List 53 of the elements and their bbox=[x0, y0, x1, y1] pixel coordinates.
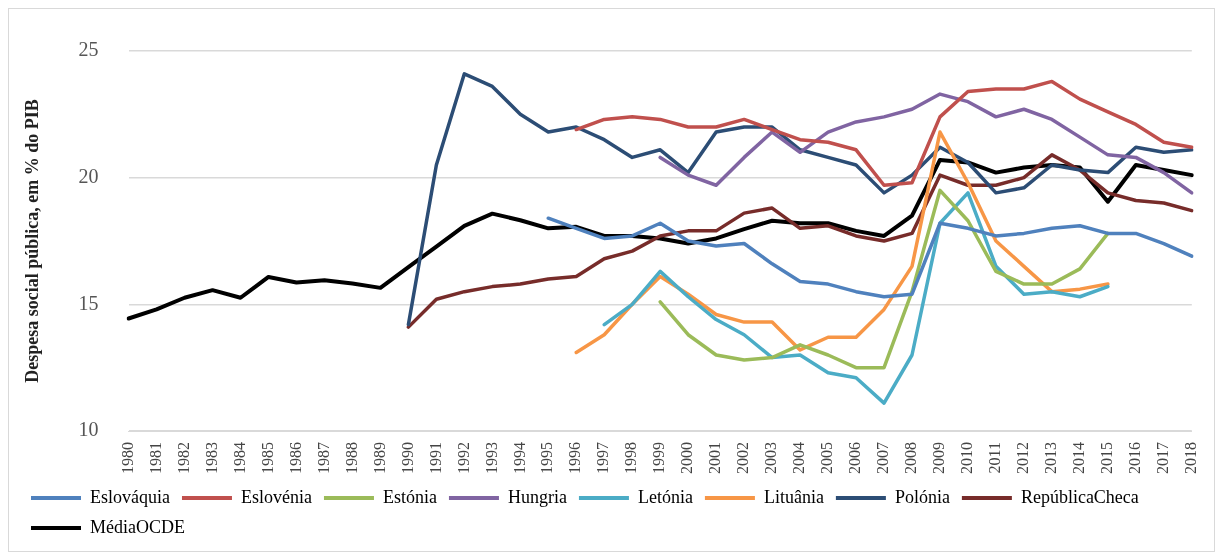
x-tick-label: 2003 bbox=[762, 442, 780, 474]
x-tick-label: 1983 bbox=[202, 442, 220, 474]
legend-label: RepúblicaCheca bbox=[1020, 486, 1139, 507]
x-tick-label: 1994 bbox=[510, 442, 528, 474]
x-tick-label: 1984 bbox=[230, 442, 248, 474]
x-tick-label: 1997 bbox=[594, 442, 612, 474]
x-tick-label: 2006 bbox=[846, 442, 864, 474]
x-tick-label: 2004 bbox=[790, 442, 808, 474]
y-tick-label: 20 bbox=[78, 164, 99, 187]
x-tick-label: 1990 bbox=[398, 442, 416, 474]
legend-label: Polónia bbox=[894, 486, 950, 507]
x-tick-label: 2009 bbox=[930, 442, 948, 474]
x-tick-label: 2001 bbox=[706, 442, 724, 474]
x-tick-label: 1992 bbox=[454, 442, 472, 474]
y-tick-label: 25 bbox=[78, 38, 99, 61]
x-tick-label: 2008 bbox=[902, 442, 920, 474]
x-tick-label: 1998 bbox=[622, 442, 640, 474]
x-tick-label: 1991 bbox=[426, 442, 444, 474]
x-tick-label: 1993 bbox=[482, 442, 500, 474]
y-tick-label: 10 bbox=[78, 418, 99, 441]
x-tick-label: 2011 bbox=[986, 442, 1004, 474]
x-tick-label: 2002 bbox=[734, 442, 752, 474]
legend-label: Eslováquia bbox=[90, 486, 170, 507]
x-tick-label: 1987 bbox=[314, 442, 332, 474]
x-tick-label: 1999 bbox=[650, 442, 668, 474]
x-tick-label: 2012 bbox=[1014, 442, 1032, 474]
x-tick-label: 2018 bbox=[1182, 442, 1199, 474]
x-tick-label: 2007 bbox=[874, 442, 892, 474]
legend-label: Hungria bbox=[507, 486, 567, 507]
y-axis-title: Despesa social pública, em % do PIB bbox=[22, 99, 43, 383]
x-tick-label: 2016 bbox=[1126, 442, 1144, 474]
legend-label: Estónia bbox=[382, 486, 437, 507]
x-tick-label: 1982 bbox=[174, 442, 192, 474]
x-tick-label: 1985 bbox=[258, 442, 276, 474]
legend-label: Letónia bbox=[637, 486, 693, 507]
x-tick-label: 1981 bbox=[146, 442, 164, 474]
x-tick-label: 2014 bbox=[1070, 442, 1088, 474]
x-tick-label: 1986 bbox=[286, 442, 304, 474]
x-tick-label: 2013 bbox=[1042, 442, 1060, 474]
x-tick-label: 2015 bbox=[1098, 442, 1116, 474]
x-tick-label: 1980 bbox=[118, 442, 136, 474]
x-tick-label: 2010 bbox=[958, 442, 976, 474]
x-tick-label: 2005 bbox=[818, 442, 836, 474]
x-tick-label: 1996 bbox=[566, 442, 584, 474]
x-tick-label: 1995 bbox=[538, 442, 556, 474]
x-tick-label: 1988 bbox=[342, 442, 360, 474]
legend-label: Lituânia bbox=[763, 486, 824, 507]
x-tick-label: 1989 bbox=[370, 442, 388, 474]
legend-label: Eslovénia bbox=[240, 486, 312, 507]
legend-label: MédiaOCDE bbox=[90, 516, 185, 537]
x-tick-label: 2017 bbox=[1154, 442, 1172, 474]
x-tick-label: 2000 bbox=[678, 442, 696, 474]
y-tick-label: 15 bbox=[78, 291, 99, 314]
